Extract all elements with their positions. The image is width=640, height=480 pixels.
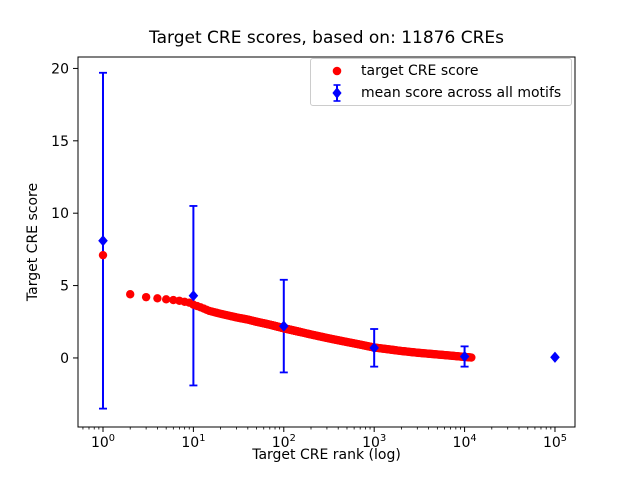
legend-label-mean-score: mean score across all motifs xyxy=(361,85,562,102)
target-score-point xyxy=(153,294,162,303)
y-tick-label: 15 xyxy=(51,134,69,150)
red-circle-marker-icon xyxy=(332,66,342,76)
y-tick-label: 20 xyxy=(51,61,69,77)
target-score-point xyxy=(161,295,171,304)
legend-item-target-score: target CRE score xyxy=(311,60,571,82)
target-score-point xyxy=(126,290,135,299)
y-tick-label: 5 xyxy=(60,279,69,295)
legend-label-target-score: target CRE score xyxy=(361,62,479,79)
blue-diamond-errorbar-marker-icon xyxy=(332,84,342,103)
y-tick-label: 10 xyxy=(51,206,69,222)
legend-item-mean-score: mean score across all motifs xyxy=(311,83,571,105)
mean-score-diamond xyxy=(550,351,560,363)
mean-score-diamond xyxy=(369,342,379,354)
plot-frame xyxy=(77,56,576,428)
target-score-point xyxy=(467,353,476,362)
mean-score-diamond xyxy=(278,320,289,332)
x-axis-label: Target CRE rank (log) xyxy=(252,447,401,463)
mean-score-diamond xyxy=(459,350,470,363)
chart-title: Target CRE scores, based on: 11876 CREs xyxy=(149,28,504,48)
mean-score-diamond xyxy=(188,290,199,302)
y-axis-label: Target CRE score xyxy=(25,182,41,302)
target-score-point xyxy=(141,292,151,302)
y-tick-label: 0 xyxy=(60,351,69,367)
mean-score-diamond xyxy=(98,235,108,247)
target-score-point xyxy=(98,250,108,260)
legend: target CRE score mean score across all m… xyxy=(310,58,572,106)
